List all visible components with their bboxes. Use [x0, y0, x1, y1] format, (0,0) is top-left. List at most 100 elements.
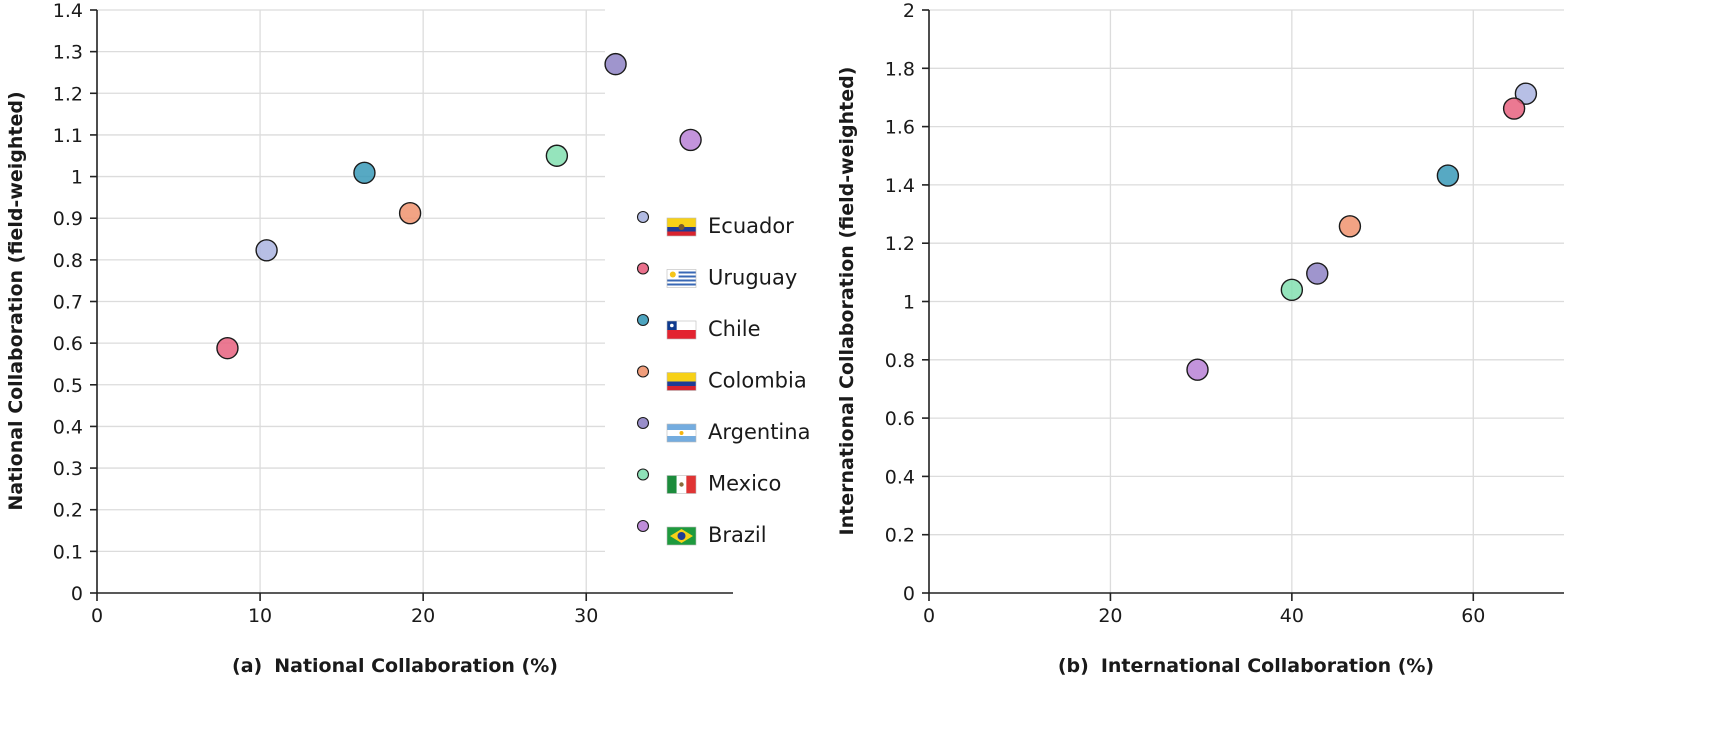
ecuador-flag-icon — [666, 217, 697, 237]
legend-label-ecuador: Ecuador — [708, 214, 794, 238]
flag-border — [666, 320, 697, 340]
y-tick-label: 0.8 — [885, 350, 915, 372]
y-tick-label: 2 — [903, 0, 915, 22]
uruguay-flag-icon — [666, 269, 697, 288]
x-tick-label: 20 — [411, 605, 435, 627]
legend-label-uruguay: Uruguay — [708, 266, 797, 290]
legend-item-uruguay: Uruguay — [636, 262, 797, 290]
y-tick-label: 0.1 — [53, 541, 83, 563]
y-tick-label: 1 — [903, 292, 915, 314]
y-tick-label: 1.6 — [885, 117, 915, 139]
y-tick-label: 1.4 — [53, 0, 83, 22]
flag-part — [686, 475, 696, 494]
legend-label-colombia: Colombia — [708, 369, 807, 393]
flag-border — [666, 217, 697, 237]
y-tick-label: 0 — [71, 583, 83, 605]
legend-label-brazil: Brazil — [708, 523, 767, 547]
y-tick-label: 0.2 — [885, 525, 915, 547]
legend-item-chile: Chile — [636, 313, 761, 341]
y-tick-label: 0.4 — [885, 466, 915, 488]
flag-part — [677, 532, 686, 540]
flag-border — [666, 372, 697, 391]
point-chile — [353, 161, 376, 185]
mexico-flag-icon — [666, 475, 697, 494]
point-mexico — [545, 144, 569, 167]
y-tick-label: 0.5 — [53, 375, 83, 397]
colombia-flag-icon — [666, 372, 697, 391]
flag-border — [666, 423, 697, 443]
flag-part — [667, 269, 696, 272]
legend-item-ecuador: Ecuador — [636, 210, 794, 238]
legend-marker-argentina — [636, 416, 650, 430]
legend-marker-chile — [636, 313, 650, 327]
flag-part — [667, 381, 696, 386]
flag-part — [679, 482, 684, 487]
y-tick-label: 1.1 — [53, 125, 83, 147]
x-tick-label: 20 — [1098, 605, 1122, 627]
y-tick-label: 0.3 — [53, 458, 83, 480]
point-mexico — [1280, 278, 1304, 302]
point-colombia — [1338, 215, 1362, 238]
flag-part — [667, 281, 696, 284]
brazil-flag-icon — [666, 526, 697, 546]
y-tick-label: 0.2 — [53, 500, 83, 522]
flag-part — [667, 275, 696, 278]
flag-part — [667, 372, 696, 382]
legend-label-chile: Chile — [708, 317, 761, 341]
point-colombia — [398, 202, 422, 225]
legend-marker-ecuador — [636, 210, 650, 224]
x-tick-label: 30 — [574, 605, 598, 627]
x-tick-label: 10 — [248, 605, 272, 627]
point-chile — [1436, 164, 1460, 187]
flag-part — [667, 273, 696, 276]
argentina-flag-icon — [666, 423, 697, 443]
flag-part — [667, 321, 696, 330]
y-axis-title: International Collaboration (field-weigh… — [836, 67, 858, 536]
flag-part — [679, 431, 684, 435]
caption-title: International Collaboration (%) — [1101, 655, 1434, 677]
flag-border — [666, 526, 697, 546]
legend-item-argentina: Argentina — [636, 416, 810, 444]
point-argentina — [1306, 262, 1329, 285]
flag-part — [667, 277, 696, 280]
x-axis-caption: (b) International Collaboration (%) — [1058, 655, 1434, 677]
y-tick-label: 0.7 — [53, 292, 83, 314]
x-tick-label: 0 — [923, 605, 935, 627]
legend: Ecuador Uruguay Chile Colombia Argentina Mexi… — [636, 210, 810, 547]
legend-marker-mexico — [636, 468, 650, 481]
y-tick-label: 0.4 — [53, 416, 83, 438]
flag-part — [667, 279, 696, 282]
point-brazil — [679, 128, 702, 152]
x-tick-label: 0 — [91, 605, 103, 627]
point-brazil — [1186, 358, 1209, 381]
point-uruguay — [216, 336, 239, 360]
chart-panel-b: 00.20.40.60.811.21.41.61.820 20 40 60Intern… — [836, 0, 1564, 677]
y-tick-label: 1.2 — [53, 83, 83, 105]
legend-marker-colombia — [636, 365, 650, 378]
y-tick-label: 1.8 — [885, 58, 915, 80]
point-ecuador — [255, 239, 278, 262]
legend-label-mexico: Mexico — [708, 472, 781, 496]
flag-part — [670, 323, 674, 328]
point-argentina — [604, 52, 627, 76]
y-tick-label: 0.9 — [53, 208, 83, 230]
legend-item-brazil: Brazil — [636, 519, 767, 547]
flag-part — [667, 283, 696, 286]
y-tick-label: 1.3 — [53, 42, 83, 64]
x-tick-label: 60 — [1461, 605, 1485, 627]
caption-label: (a) — [232, 655, 262, 677]
y-tick-label: 1.2 — [885, 233, 915, 255]
flag-part — [667, 436, 696, 442]
x-tick-label: 40 — [1280, 605, 1304, 627]
flag-part — [667, 386, 696, 391]
y-tick-label: 0.6 — [53, 333, 83, 355]
flag-border — [666, 475, 697, 494]
point-ecuador — [1514, 82, 1538, 105]
y-tick-label: 0.6 — [885, 408, 915, 430]
caption-title: National Collaboration (%) — [274, 655, 558, 677]
chile-flag-icon — [666, 320, 697, 340]
legend-item-mexico: Mexico — [636, 468, 781, 496]
legend-marker-uruguay — [636, 262, 650, 275]
flag-part — [667, 271, 696, 274]
